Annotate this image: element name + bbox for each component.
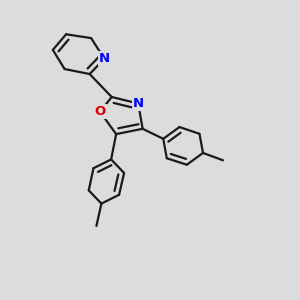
Text: N: N	[99, 52, 110, 65]
Text: O: O	[94, 105, 106, 118]
Text: N: N	[133, 97, 144, 110]
